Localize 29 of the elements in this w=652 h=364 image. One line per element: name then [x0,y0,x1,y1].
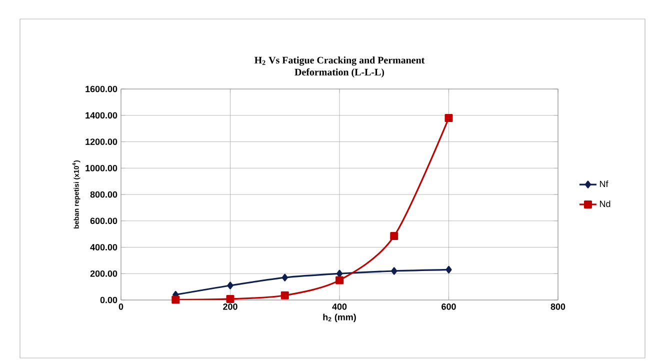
point [391,267,398,275]
x-tick-label: 600 [442,304,456,310]
y-tick-label: 1200.00 [86,138,118,145]
y-tick-label: 1400.00 [86,112,118,119]
point [226,294,234,303]
legend-label: Nd [600,200,610,208]
point [390,232,398,240]
x-axis-title: h$_{2}$ (mm) [323,314,356,322]
point [282,274,288,282]
point [446,266,452,274]
chart-title: H$_{2}$ Vs Fatigue Cracking and Permanent Deformation (L-L-L) [254,56,425,78]
y-tick-label: 800.00 [90,191,118,198]
point [227,282,234,290]
y-tick-label: 400.00 [90,244,118,250]
point [172,296,180,304]
legend-label: Nf [600,180,608,188]
y-tick-label: 1600.00 [86,86,118,92]
y-tick-label: 1000.00 [86,164,118,172]
x-tick-label: 0 [118,304,124,310]
x-tick-label: 400 [332,304,347,310]
y-tick-label: 200.00 [90,270,118,277]
x-tick-label: 800 [550,304,566,310]
x-tick-label: 200 [223,304,238,310]
y-tick-label: 600.00 [90,218,118,224]
point [336,276,344,284]
point [280,291,289,300]
point [444,114,453,122]
point [336,270,343,278]
y-tick-label: 0.00 [100,296,118,304]
